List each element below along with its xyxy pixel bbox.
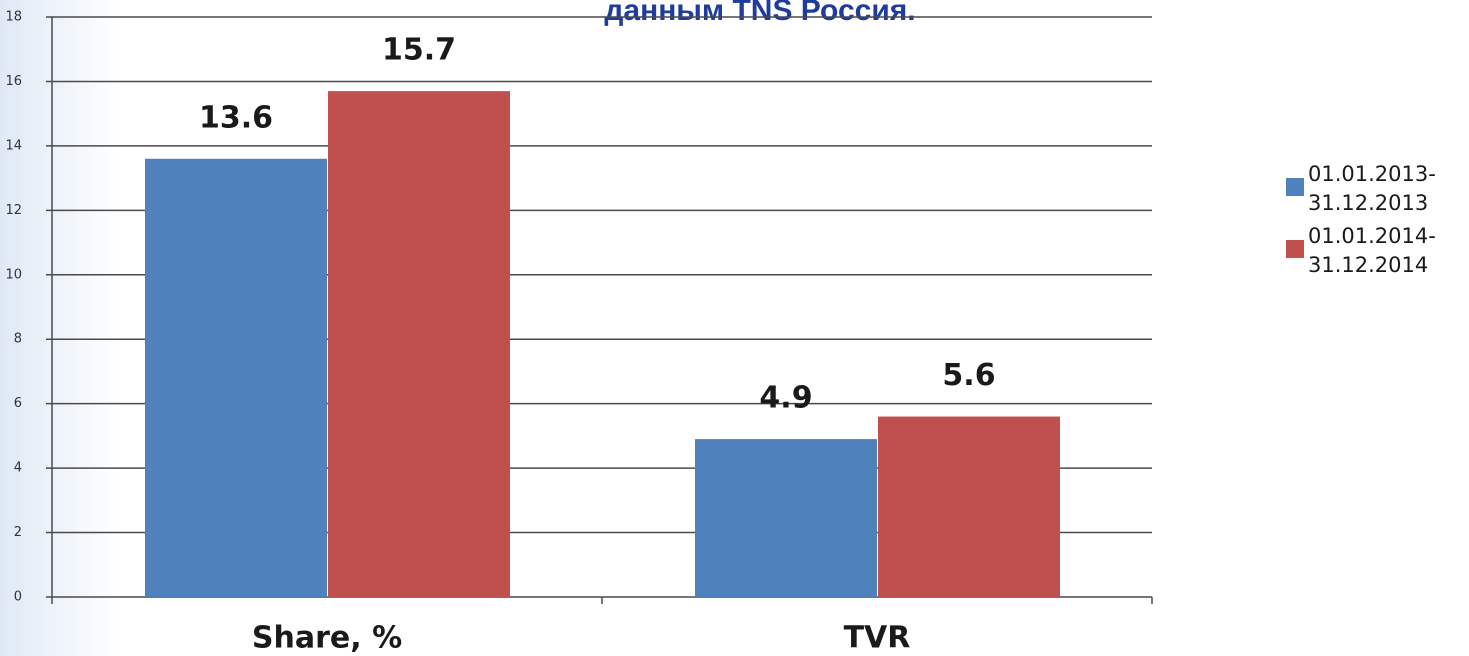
legend-swatch [1286, 178, 1304, 196]
legend-label: 01.01.2013-31.12.2013 [1308, 162, 1436, 215]
y-tick-label: 8 [14, 332, 22, 347]
bar [695, 439, 877, 597]
value-label: 4.9 [759, 381, 812, 416]
legend: 01.01.2013-31.12.2013 01.01.2014-31.12.20… [1286, 160, 1466, 284]
chart-title: данным TNS Россия. [604, 0, 915, 27]
legend-label: 01.01.2014-31.12.2014 [1308, 224, 1436, 277]
x-tick-label: TVR [844, 621, 911, 656]
legend-item: 01.01.2014-31.12.2014 [1286, 222, 1466, 280]
y-tick-label: 6 [14, 396, 22, 411]
y-tick-label: 18 [5, 10, 22, 25]
bar [145, 158, 327, 597]
bar [328, 91, 510, 597]
bar [878, 416, 1060, 597]
y-tick-label: 14 [5, 138, 22, 153]
legend-item: 01.01.2013-31.12.2013 [1286, 160, 1466, 218]
x-tick-label: Share, % [252, 621, 402, 656]
y-tick-label: 10 [5, 267, 22, 282]
value-label: 5.6 [942, 358, 995, 393]
y-tick-label: 4 [14, 461, 22, 476]
y-tick-label: 2 [14, 525, 22, 540]
value-label: 13.6 [199, 100, 273, 135]
y-tick-label: 0 [14, 590, 22, 605]
y-tick-label: 16 [5, 74, 22, 89]
legend-swatch [1286, 240, 1304, 258]
value-label: 15.7 [382, 33, 456, 68]
y-tick-label: 12 [5, 203, 22, 218]
